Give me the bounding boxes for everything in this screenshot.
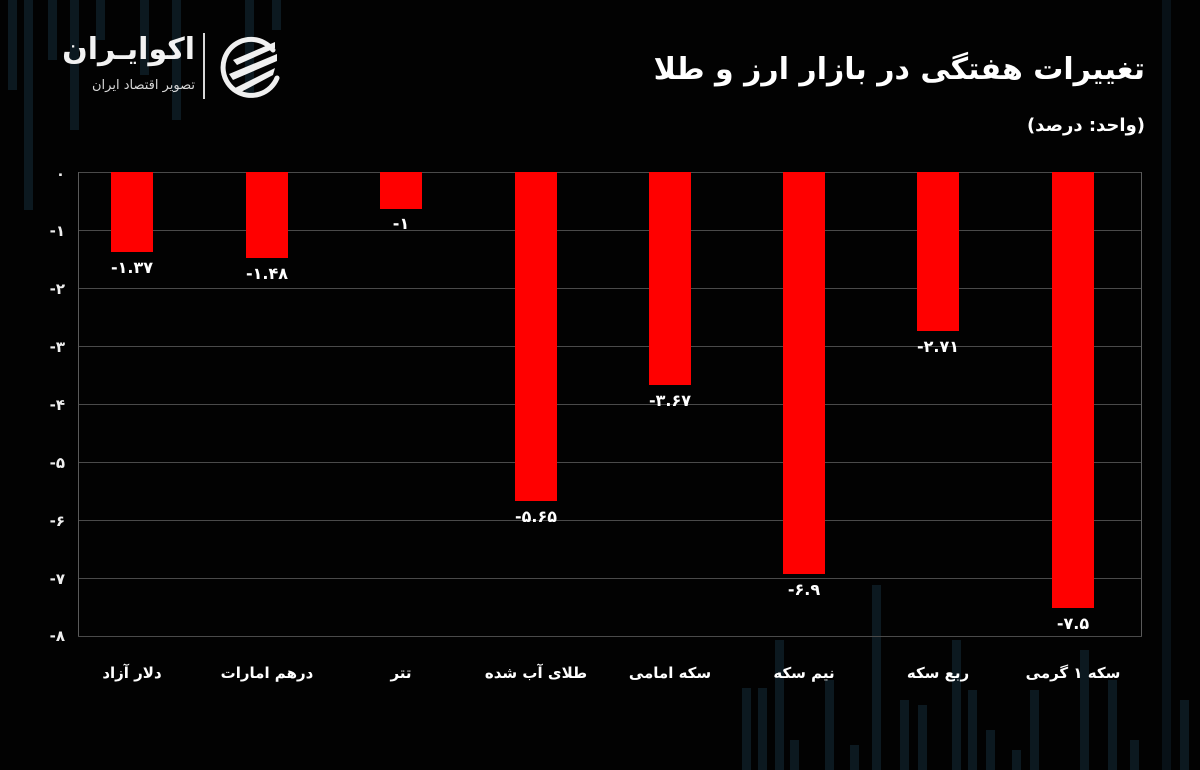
x-category-label: سکه امامی <box>628 664 712 682</box>
y-tick-label: ٠ <box>55 165 65 183</box>
y-tick-label: -٧ <box>49 570 65 588</box>
value-label: -٢.٧١ <box>916 337 959 356</box>
bar-one-gram-coin <box>1052 172 1094 608</box>
bar-uae-dirham <box>246 172 288 258</box>
ecoiran-swirl-icon <box>220 36 280 98</box>
plot-area: -١.٣٧ -١.۴٨ -١ -۵.۶۵ -٣.۶٧ -۶.٩ -٢.٧١ -٧… <box>78 172 1142 637</box>
y-tick-label: -۵ <box>49 454 65 472</box>
logo-tagline: تصویر اقتصاد ایران <box>92 78 195 93</box>
x-category-label: نیم سکه <box>773 664 835 682</box>
logo-name: اکوایـران <box>62 32 195 67</box>
bar-tether <box>380 172 422 209</box>
value-label: -۵.۶۵ <box>514 507 557 526</box>
x-category-label: دلار آزاد <box>102 664 162 682</box>
value-label: -١.٣٧ <box>110 258 153 277</box>
gridline <box>78 578 1142 579</box>
value-label: -١.۴٨ <box>245 264 288 283</box>
gridline <box>78 636 1142 637</box>
x-category-label: طلای آب شده <box>484 664 588 682</box>
brand-logo: اکوایـران تصویر اقتصاد ایران <box>40 30 290 102</box>
y-tick-label: -۴ <box>49 396 65 414</box>
bar-quarter-coin <box>917 172 959 331</box>
y-tick-label: -١ <box>49 222 65 240</box>
y-tick-label: -٨ <box>49 627 65 645</box>
gridline <box>78 346 1142 347</box>
plot-frame-right <box>1141 172 1142 636</box>
x-category-label: تتر <box>390 664 412 682</box>
gridline <box>78 520 1142 521</box>
x-category-label: ربع سکه <box>906 664 970 682</box>
bar-free-dollar <box>111 172 153 252</box>
value-label: -۶.٩ <box>787 580 821 599</box>
bar-emami-coin <box>649 172 691 385</box>
logo-separator <box>203 33 205 99</box>
gridline <box>78 404 1142 405</box>
gridline <box>78 288 1142 289</box>
y-tick-label: -۶ <box>49 512 65 530</box>
y-tick-label: -٢ <box>49 280 65 298</box>
chart-unit: (واحد: درصد) <box>1026 115 1145 136</box>
value-label: -٣.۶٧ <box>648 391 691 410</box>
y-axis-line <box>78 172 79 636</box>
gridline <box>78 462 1142 463</box>
gridline <box>78 230 1142 231</box>
x-category-label: سکه ۱ گرمی <box>1025 664 1121 682</box>
x-category-label: درهم امارات <box>220 664 314 682</box>
value-label: -٧.۵ <box>1056 614 1090 633</box>
y-tick-label: -٣ <box>49 338 65 356</box>
bar-melted-gold <box>515 172 557 501</box>
value-label: -١ <box>392 214 410 233</box>
gridline <box>78 172 1142 173</box>
chart-title: تغییرات هفتگی در بازار ارز و طلا <box>653 52 1145 87</box>
bar-half-coin <box>783 172 825 574</box>
